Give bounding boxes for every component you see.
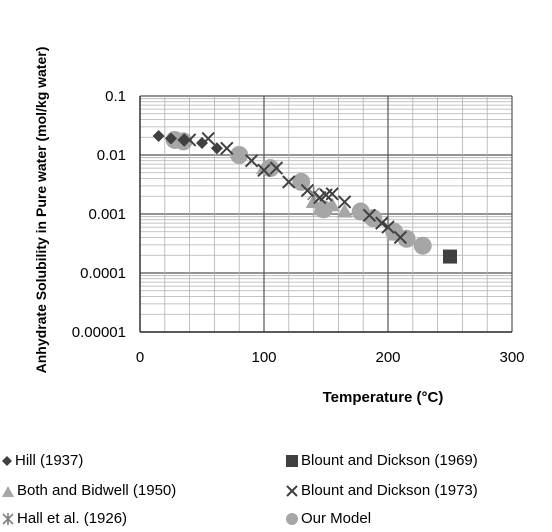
- triangle-marker-icon: [2, 486, 14, 497]
- y-tick-label: 0.0001: [80, 265, 126, 282]
- legend-label: Blount and Dickson (1969): [301, 452, 478, 469]
- x-tick-label: 300: [499, 349, 524, 366]
- y-axis-label: Anhydrate Solubility in Pure water (mol/…: [33, 47, 49, 374]
- legend-label: Hill (1937): [15, 452, 83, 469]
- y-tick-labels: 0.1 0.01 0.001 0.0001 0.00001: [72, 88, 126, 341]
- x-tick-labels: 0 100 200 300: [136, 349, 525, 366]
- square-marker-icon: [286, 455, 298, 467]
- y-tick-label: 0.00001: [72, 324, 126, 341]
- legend-label: Our Model: [301, 510, 371, 527]
- diamond-marker-icon: [2, 456, 12, 466]
- data-points: [153, 130, 457, 264]
- data-point: [414, 237, 432, 255]
- legend: Hill (1937) Blount and Dickson (1969) Bo…: [0, 446, 552, 532]
- star-marker-icon: [2, 513, 14, 525]
- legend-item-hill-1937: Hill (1937): [2, 452, 83, 469]
- legend-label: Hall et al. (1926): [17, 510, 127, 527]
- data-point: [153, 130, 165, 142]
- x-tick-label: 100: [251, 349, 276, 366]
- legend-label: Blount and Dickson (1973): [301, 482, 478, 499]
- solubility-chart: 0.1 0.01 0.001 0.0001 0.00001 0 100 200 300 Tem…: [0, 0, 552, 446]
- legend-item-our-model: Our Model: [286, 510, 371, 527]
- legend-item-blount-dickson-1973: Blount and Dickson (1973): [286, 482, 478, 499]
- circle-marker-icon: [286, 513, 298, 525]
- data-point: [292, 173, 310, 191]
- series-circle: [166, 131, 432, 255]
- x-axis-label: Temperature (°C): [323, 389, 444, 406]
- y-tick-label: 0.001: [88, 206, 126, 223]
- y-tick-label: 0.01: [97, 147, 126, 164]
- x-tick-label: 0: [136, 349, 144, 366]
- data-point: [315, 200, 333, 218]
- legend-item-blount-dickson-1969: Blount and Dickson (1969): [286, 452, 478, 469]
- data-point: [202, 133, 214, 145]
- x-marker-icon: [286, 485, 298, 497]
- series-square: [443, 250, 457, 264]
- legend-label: Both and Bidwell (1950): [17, 482, 176, 499]
- y-tick-label: 0.1: [105, 88, 126, 105]
- data-point: [443, 250, 457, 264]
- data-point: [196, 137, 208, 149]
- x-tick-label: 200: [375, 349, 400, 366]
- legend-item-hall-1926: Hall et al. (1926): [2, 510, 127, 527]
- legend-item-both-bidwell-1950: Both and Bidwell (1950): [2, 482, 176, 499]
